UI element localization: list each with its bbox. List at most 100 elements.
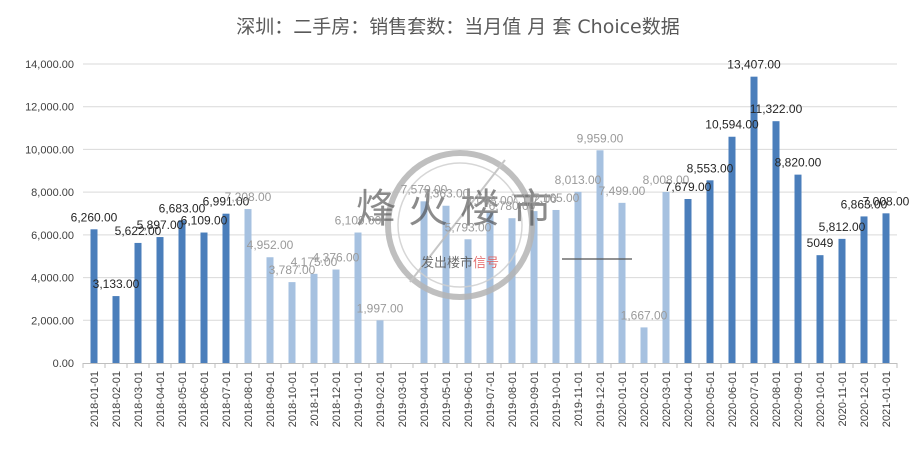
data-label: 4,952.00 [247,238,294,252]
bar [640,327,648,363]
x-tick-label: 2019-12-01 [595,371,607,427]
data-label: 8,013.00 [555,173,602,187]
data-label: 7,112.00 [511,192,557,206]
x-tick-label: 2019-01-01 [353,371,365,427]
bar [552,209,560,363]
data-label: 5049 [807,236,834,250]
data-label: 6,109.00 [181,214,228,228]
data-label: 7,499.00 [599,184,646,198]
x-tick-label: 2019-05-01 [441,371,453,427]
bar [332,269,340,363]
data-label: 5,793.00 [445,220,492,234]
x-tick-label: 2020-02-01 [639,371,651,427]
data-labels: 6,260.00 3,133.00 5,622.005,897.00 6,683.00… [71,58,910,323]
data-label: 3,133.00 [93,277,140,291]
data-label: 1,667.00 [621,308,668,322]
x-tick-label: 2019-02-01 [375,371,387,427]
x-tick-label: 2019-08-01 [507,371,519,427]
bar [574,191,582,363]
data-label: 3,787.00 [269,263,316,277]
bar [442,205,450,363]
data-label: 7,679.00 [665,180,712,194]
bar [464,239,472,363]
data-label: 5,812.00 [819,220,866,234]
y-tick-label: 6,000.00 [31,230,74,242]
x-tick-label: 2018-05-01 [177,371,189,427]
x-tick-label: 2020-08-01 [771,371,783,427]
x-tick-label: 2018-07-01 [221,371,233,427]
y-tick-label: 10,000.00 [25,144,74,156]
chart-title: 深圳：二手房：销售套数：当月值 月 套 Choice数据 [236,16,679,38]
bar [244,209,252,363]
bar [134,242,142,363]
data-label: 5,622.00 [115,224,162,238]
watermark-slogan: 发出楼市信号 [421,255,499,271]
bar [618,202,626,363]
bar [860,216,868,363]
x-tick-label: 2018-09-01 [265,371,277,427]
data-label: 6,109.00 [335,214,382,228]
bar [178,220,186,363]
bar [530,211,538,363]
data-label: 8,820.00 [775,156,822,170]
x-tick-label: 2019-07-01 [485,371,497,427]
bar [596,150,604,363]
data-label: 6,260.00 [71,210,118,224]
data-label: 7,363.00 [423,187,470,201]
y-tick-label: 0.00 [53,358,74,370]
bar [200,232,208,363]
y-axis-ticks: 0.00 2,000.00 4,000.00 6,000.00 8,000.00 10,0… [25,59,74,370]
x-tick-label: 2019-06-01 [463,371,475,427]
watermark-slash [409,159,506,283]
x-tick-label: 2019-04-01 [419,371,431,427]
x-tick-label: 2020-05-01 [705,371,717,427]
bar [376,320,384,363]
x-tick-label: 2020-11-01 [837,371,849,426]
data-label: 9,959.00 [577,131,624,145]
data-label: 8,553.00 [687,161,734,175]
bar [222,213,230,363]
data-label: 11,322.00 [750,102,803,116]
x-tick-label: 2020-10-01 [815,371,827,427]
data-label: 6,863.00 [841,197,888,211]
data-label: 6,683.00 [159,201,206,215]
data-label: 8,008.00 [643,173,690,187]
bar [508,218,516,363]
bar [266,257,274,363]
bars [90,76,890,363]
x-tick-label: 2018-12-01 [331,371,343,427]
bar [816,255,824,363]
x-tick-label: 2018-03-01 [133,371,145,427]
watermark-brand-text: 烽火楼市 [356,186,564,232]
x-tick-label: 2020-07-01 [749,371,761,427]
bar [310,273,318,363]
bar [288,282,296,363]
y-tick-label: 14,000.00 [25,59,74,71]
data-label: 7,008.00 [863,194,910,208]
x-tick-label: 2020-04-01 [683,371,695,427]
bar [156,237,164,363]
x-tick-label: 2018-02-01 [111,371,123,427]
x-tick-label: 2019-10-01 [551,371,563,427]
data-label: 7,048.00 [467,193,514,207]
data-label: 6,991.00 [203,195,250,209]
x-tick-label: 2019-03-01 [397,371,409,427]
x-axis [82,363,898,368]
bar [90,229,98,363]
bar [354,232,362,363]
watermark-slogan-prefix: 发出楼市 [421,255,473,271]
data-label: 13,407.00 [727,58,781,72]
x-tick-label: 2018-06-01 [199,371,211,427]
x-tick-label: 2020-09-01 [793,371,805,427]
bar [684,198,692,363]
bar [420,201,428,363]
x-tick-label: 2020-03-01 [661,371,673,427]
bar [794,174,802,363]
watermark-ring [385,150,535,300]
bar [882,213,890,363]
y-tick-label: 2,000.00 [31,315,74,327]
watermark: 烽火楼市 发出楼市信号 [356,150,632,300]
